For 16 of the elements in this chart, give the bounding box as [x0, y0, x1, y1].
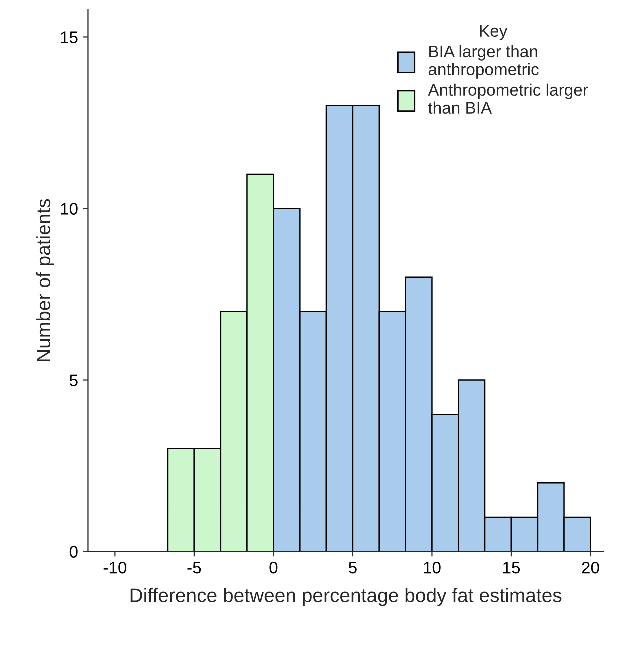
- x-tick-label: 5: [348, 562, 357, 574]
- x-tick-label: -5: [188, 562, 202, 574]
- y-tick-label: 10: [61, 203, 78, 215]
- x-tick-label: 15: [503, 562, 520, 574]
- x-tick-label: -10: [104, 562, 127, 574]
- y-axis-title: Number of patients: [36, 199, 54, 362]
- x-tick-label: 10: [424, 562, 441, 574]
- legend-label: Anthropometric larger than BIA: [428, 84, 588, 114]
- x-tick-label: 0: [270, 562, 278, 574]
- legend-title: Key: [480, 25, 508, 40]
- y-tick-label: 15: [61, 32, 78, 44]
- legend-label: BIA larger than anthropometric: [428, 45, 539, 79]
- x-tick-label: 20: [582, 562, 600, 574]
- y-tick-label: 0: [70, 546, 78, 558]
- x-axis-title: Difference between percentage body fat estimates: [130, 588, 562, 606]
- y-tick-label: 5: [70, 374, 78, 386]
